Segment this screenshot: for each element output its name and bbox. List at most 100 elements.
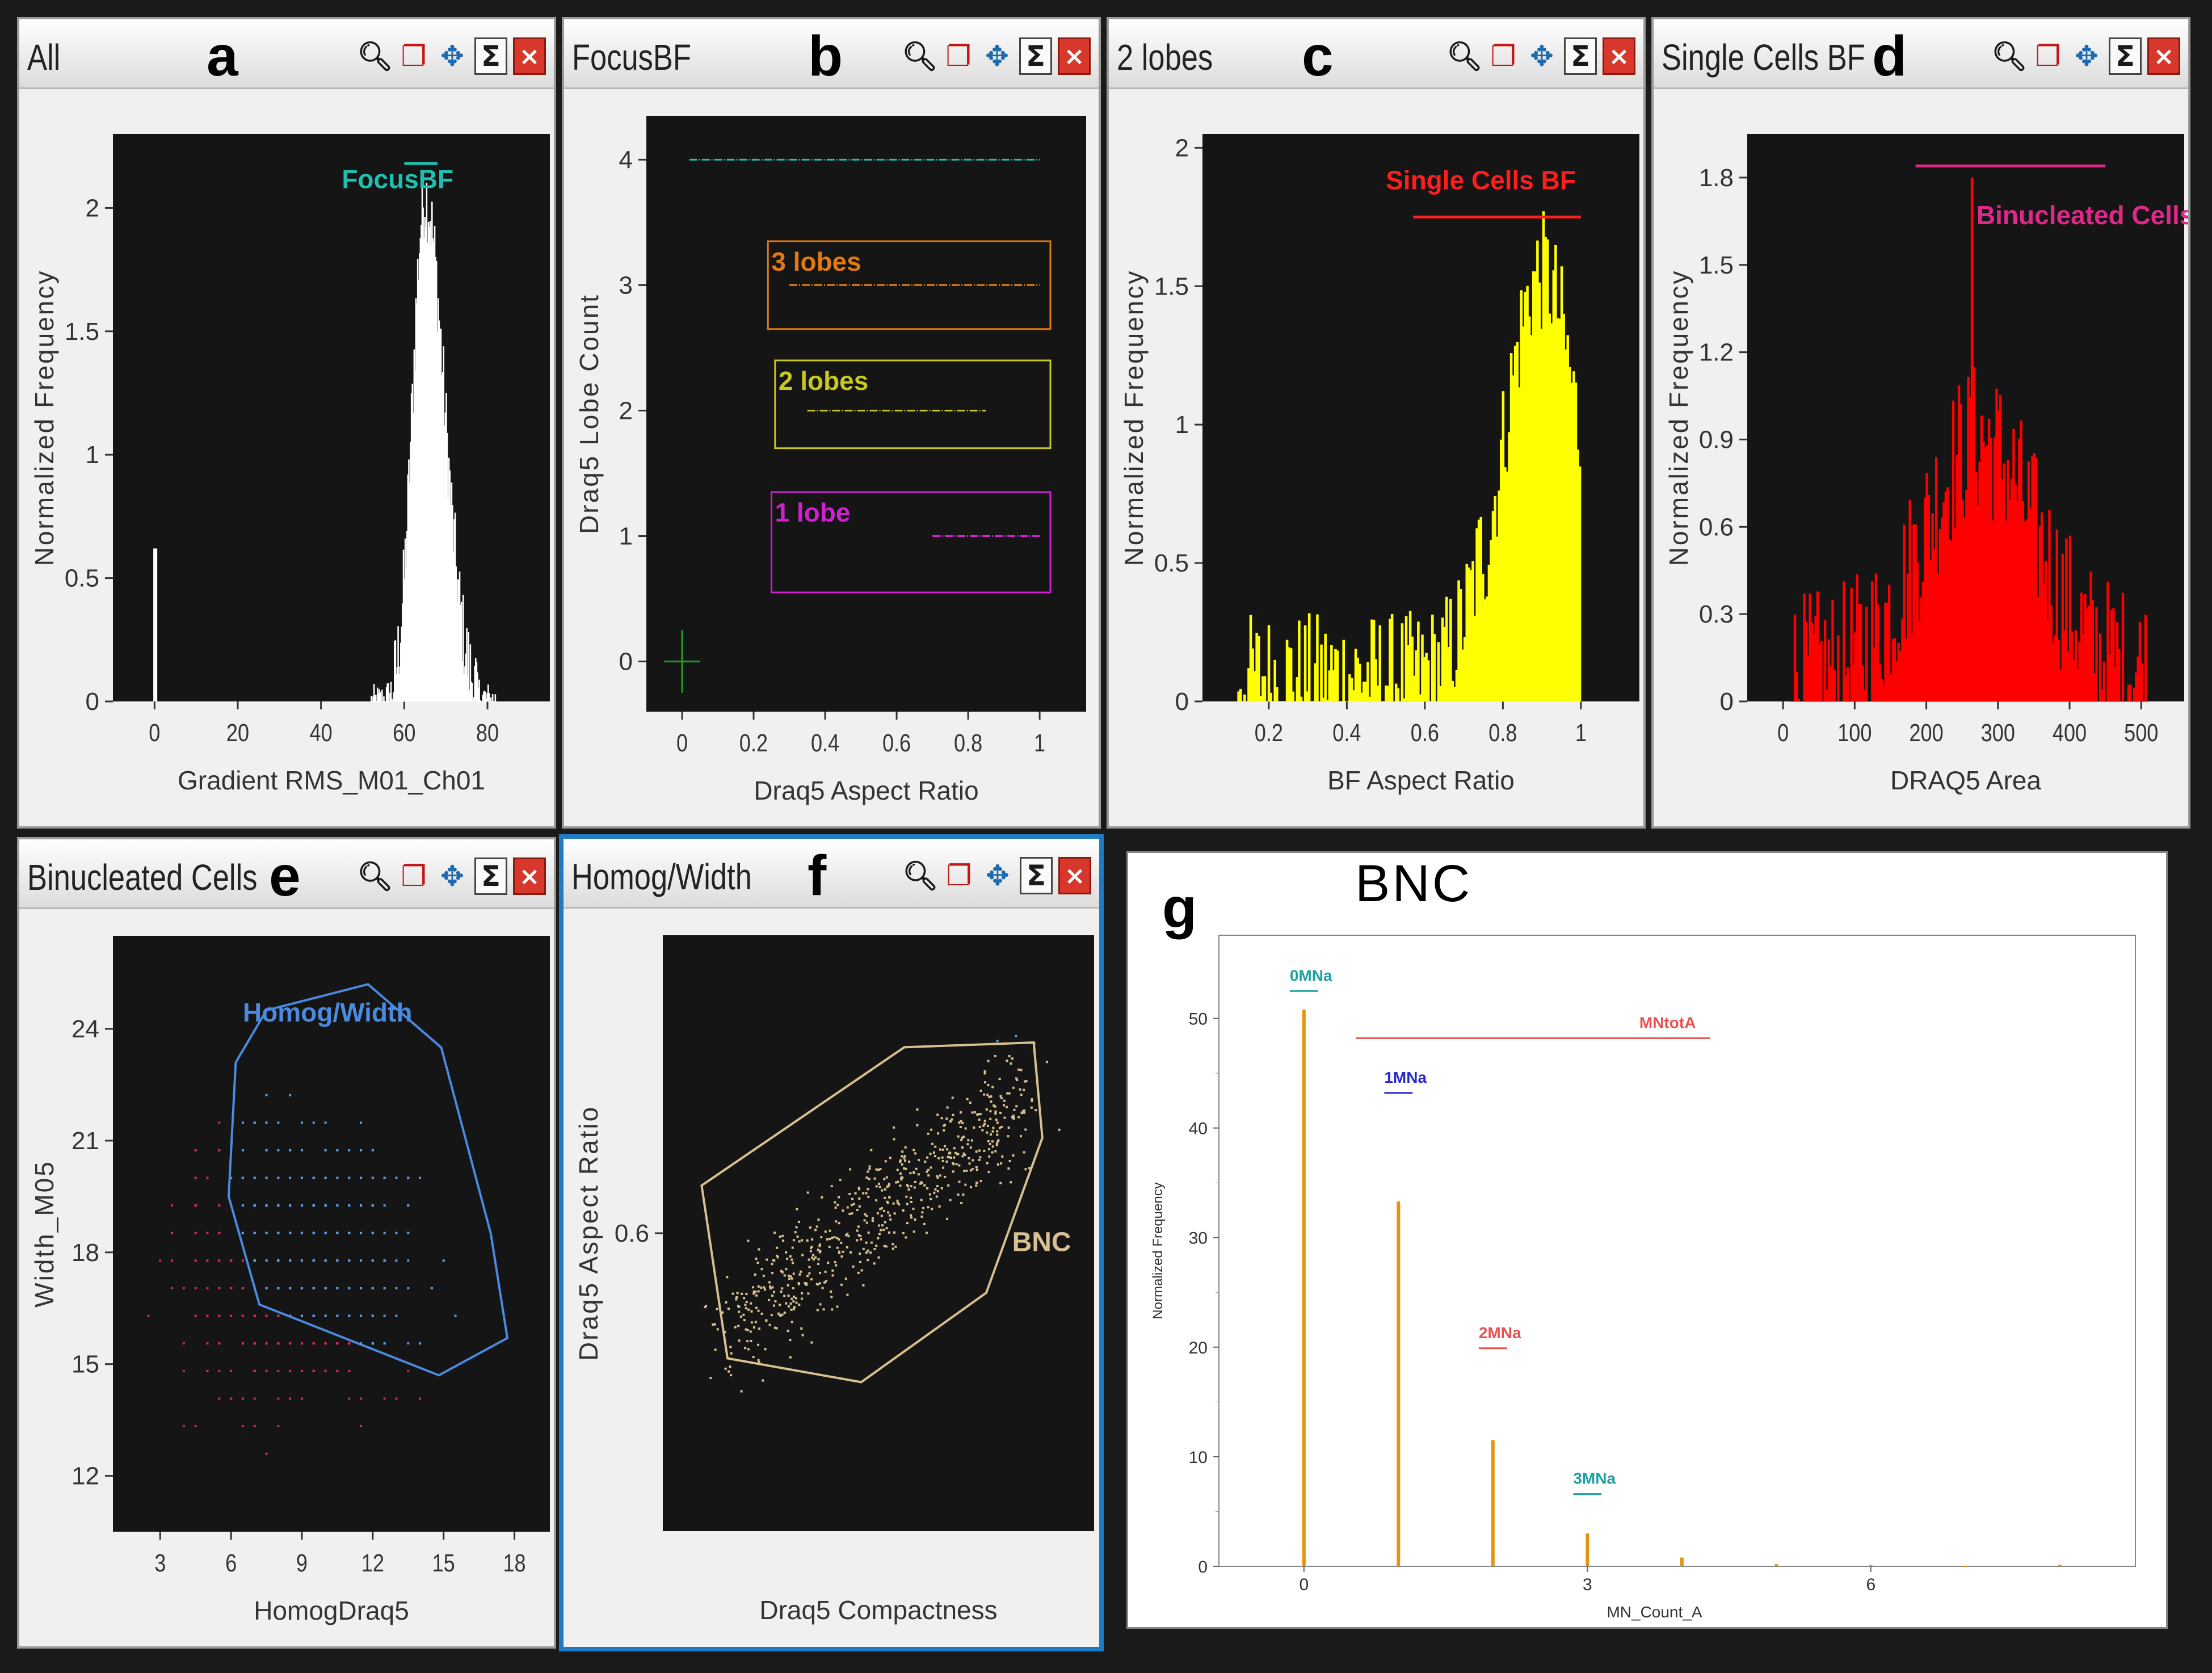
data-point <box>241 1149 244 1151</box>
data-point <box>993 1104 995 1107</box>
bar <box>1680 1557 1684 1566</box>
data-point <box>952 1113 954 1116</box>
data-point <box>831 1269 834 1272</box>
zoom-icon[interactable]: 🔍︎ <box>357 39 393 73</box>
data-point <box>746 1329 749 1331</box>
data-point <box>709 1377 712 1380</box>
data-point <box>868 1167 871 1170</box>
copy-icon[interactable]: ❐ <box>401 860 427 893</box>
copy-icon[interactable]: ❐ <box>946 859 972 892</box>
data-point <box>194 1314 197 1317</box>
bar <box>1397 1201 1401 1566</box>
data-point <box>846 1246 848 1249</box>
data-point <box>745 1293 748 1296</box>
data-point <box>241 1425 244 1428</box>
data-point <box>877 1182 880 1185</box>
copy-icon[interactable]: ❐ <box>945 40 972 73</box>
zoom-icon[interactable]: 🔍︎ <box>357 859 393 893</box>
move-icon[interactable]: ✥ <box>2075 40 2099 73</box>
data-point <box>1010 1181 1012 1184</box>
data-point <box>724 1367 727 1370</box>
sigma-icon[interactable]: Σ <box>474 857 507 895</box>
zoom-icon[interactable]: 🔍︎ <box>902 859 939 892</box>
data-point <box>817 1249 819 1251</box>
y-tick-label: 1.5 <box>1699 251 1734 279</box>
move-icon[interactable]: ✥ <box>1530 40 1554 73</box>
data-point <box>277 1149 280 1151</box>
data-point <box>986 1131 989 1134</box>
close-icon[interactable]: × <box>513 857 546 895</box>
data-point <box>889 1218 892 1221</box>
data-point <box>1023 1111 1026 1114</box>
data-point <box>1021 1110 1024 1113</box>
sigma-icon[interactable]: Σ <box>1019 37 1052 75</box>
data-point <box>897 1180 899 1183</box>
close-icon[interactable]: × <box>2147 37 2180 75</box>
data-point <box>945 1160 948 1163</box>
data-point <box>785 1251 788 1254</box>
data-point <box>775 1327 778 1330</box>
data-point <box>863 1219 866 1222</box>
data-point <box>927 1132 930 1135</box>
data-point <box>792 1308 795 1310</box>
chart-a: 0 20 40 60 80 0 0.5 1 1.5 2 Gradient RMS_M01_Ch01 N… <box>30 134 550 795</box>
data-point <box>265 1369 268 1372</box>
data-point <box>758 1248 760 1251</box>
zoom-icon[interactable]: 🔍︎ <box>1446 39 1483 73</box>
data-point <box>724 1331 726 1334</box>
panel-f[interactable]: Homog/Width f 🔍︎ ❐ ✥ Σ × 0.6 Draq5 Compac… <box>559 834 1104 1651</box>
copy-icon[interactable]: ❐ <box>1490 40 1516 73</box>
sigma-icon[interactable]: Σ <box>474 37 507 75</box>
data-point <box>884 1160 887 1163</box>
data-point <box>253 1204 256 1207</box>
data-point <box>852 1265 855 1268</box>
copy-icon[interactable]: ❐ <box>401 40 427 73</box>
move-icon[interactable]: ✥ <box>986 859 1010 892</box>
move-icon[interactable]: ✥ <box>440 40 464 73</box>
gate-label: 2MNa <box>1479 1324 1521 1342</box>
move-icon[interactable]: ✥ <box>440 860 464 893</box>
data-point <box>360 1259 363 1262</box>
data-point <box>902 1231 905 1234</box>
copy-icon[interactable]: ❐ <box>2035 40 2061 73</box>
data-point <box>817 1258 820 1261</box>
data-point <box>869 1251 872 1254</box>
x-tick-label: 15 <box>432 1549 455 1577</box>
data-point <box>791 1246 794 1249</box>
x-tick-label: 0.4 <box>811 729 839 757</box>
data-point <box>740 1390 743 1393</box>
data-point <box>926 1187 929 1189</box>
data-point <box>230 1287 233 1290</box>
data-point <box>773 1326 776 1329</box>
close-icon[interactable]: × <box>1058 857 1091 894</box>
data-point <box>820 1236 823 1239</box>
data-point <box>289 1231 292 1234</box>
x-tick-label: 0.8 <box>1488 719 1517 747</box>
x-axis-label: Gradient RMS_M01_Ch01 <box>178 766 485 795</box>
gate-box <box>771 491 1052 594</box>
close-icon[interactable]: × <box>513 37 546 75</box>
close-icon[interactable]: × <box>1058 37 1091 75</box>
gate-label: 3 lobes <box>771 247 861 276</box>
data-point <box>781 1234 784 1237</box>
data-point <box>975 1182 978 1184</box>
x-tick-label: 0.4 <box>1332 719 1361 747</box>
move-icon[interactable]: ✥ <box>985 40 1009 73</box>
data-point <box>336 1259 339 1262</box>
data-point <box>937 1132 940 1135</box>
y-tick-label: 15 <box>72 1351 99 1378</box>
data-point <box>1000 1096 1003 1099</box>
sigma-icon[interactable]: Σ <box>2109 37 2142 75</box>
data-point <box>914 1180 916 1183</box>
zoom-icon[interactable]: 🔍︎ <box>902 39 938 73</box>
sigma-icon[interactable]: Σ <box>1564 37 1597 75</box>
data-point <box>914 1218 916 1221</box>
zoom-icon[interactable]: 🔍︎ <box>1991 39 2028 73</box>
x-tick-label: 18 <box>503 1549 526 1577</box>
data-point <box>206 1231 209 1234</box>
data-point <box>887 1211 890 1214</box>
sigma-icon[interactable]: Σ <box>1020 857 1053 894</box>
close-icon[interactable]: × <box>1603 37 1635 75</box>
data-point <box>975 1150 978 1153</box>
data-point <box>812 1254 815 1256</box>
